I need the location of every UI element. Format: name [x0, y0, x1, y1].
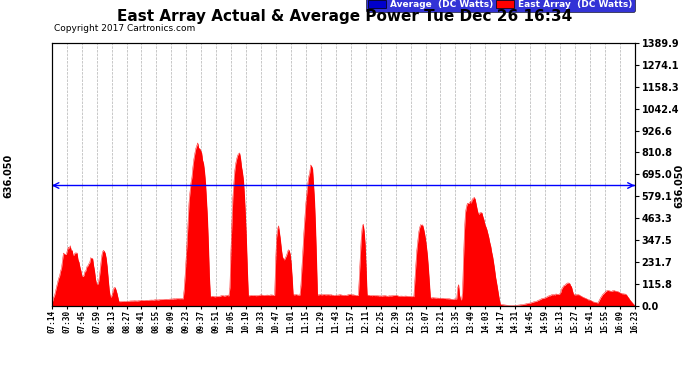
- Text: 636.050: 636.050: [3, 154, 13, 198]
- Text: Copyright 2017 Cartronics.com: Copyright 2017 Cartronics.com: [54, 24, 195, 33]
- Legend: Average  (DC Watts), East Array  (DC Watts): Average (DC Watts), East Array (DC Watts…: [366, 0, 635, 12]
- Text: East Array Actual & Average Power Tue Dec 26 16:34: East Array Actual & Average Power Tue De…: [117, 9, 573, 24]
- Text: 636.050: 636.050: [675, 164, 684, 208]
